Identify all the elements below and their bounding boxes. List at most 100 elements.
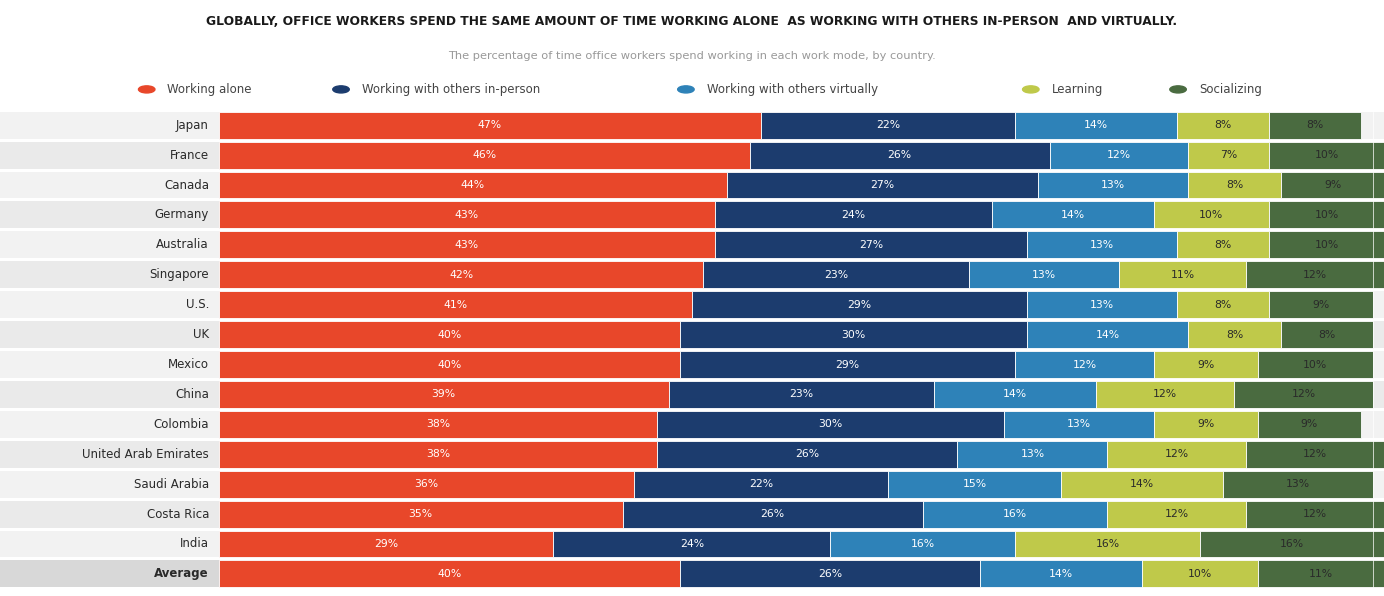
Text: 9%: 9% [1324,180,1341,190]
Bar [1189,321,1280,348]
Text: 43%: 43% [455,210,479,220]
Bar [681,351,1014,378]
Text: 10%: 10% [1187,569,1212,579]
Bar [681,560,980,587]
Bar [1269,291,1373,318]
Bar [219,411,657,438]
Text: 14%: 14% [1095,330,1120,340]
Bar [1200,530,1384,557]
Text: United Arab Emirates: United Arab Emirates [82,448,209,461]
Bar [0,381,1384,408]
Bar [703,261,969,288]
Text: 36%: 36% [414,479,439,489]
Circle shape [1023,86,1039,93]
Text: 16%: 16% [1095,539,1120,549]
Bar [1154,201,1269,228]
Text: GLOBALLY, OFFICE WORKERS SPEND THE SAME AMOUNT OF TIME WORKING ALONE  AS WORKING: GLOBALLY, OFFICE WORKERS SPEND THE SAME … [206,15,1178,28]
Bar [1142,560,1258,587]
Text: 13%: 13% [1067,420,1091,429]
Bar [969,261,1120,288]
Bar [0,172,1384,198]
Bar [1280,172,1384,198]
Text: 8%: 8% [1214,240,1232,250]
Text: Costa Rica: Costa Rica [147,508,209,520]
Text: 39%: 39% [432,389,455,399]
Text: 14%: 14% [1129,479,1154,489]
Bar [923,501,1107,527]
Bar [681,321,1027,348]
Text: U.S.: U.S. [185,298,209,311]
Text: 23%: 23% [789,389,814,399]
Bar [657,441,958,468]
Bar [934,381,1096,408]
Circle shape [1169,86,1186,93]
Text: 12%: 12% [1304,509,1327,519]
Text: 9%: 9% [1197,420,1214,429]
Bar [219,172,727,198]
Text: 7%: 7% [1221,150,1237,160]
Bar [0,411,1384,438]
Text: 40%: 40% [437,359,462,370]
Text: Mexico: Mexico [167,358,209,371]
Bar [1189,172,1280,198]
Text: 30%: 30% [841,330,865,340]
Bar [1246,261,1384,288]
Bar [1096,381,1235,408]
Bar [727,172,1038,198]
Bar [0,441,1384,468]
Text: 10%: 10% [1315,240,1338,250]
Text: 11%: 11% [1309,569,1333,579]
Bar [1062,471,1223,498]
Text: 10%: 10% [1199,210,1223,220]
Text: 16%: 16% [911,539,934,549]
Text: 23%: 23% [823,270,848,280]
Bar [219,112,761,139]
Text: 8%: 8% [1318,330,1336,340]
Text: 35%: 35% [408,509,433,519]
Bar [1014,351,1154,378]
Text: 12%: 12% [1107,150,1131,160]
Text: 24%: 24% [680,539,704,549]
Text: Australia: Australia [156,238,209,252]
Text: China: China [176,388,209,401]
Bar [0,291,1384,318]
Text: 38%: 38% [426,449,450,460]
Bar [0,351,1384,378]
Text: 8%: 8% [1214,120,1232,130]
Text: 10%: 10% [1304,359,1327,370]
Bar [889,471,1062,498]
Text: 8%: 8% [1214,300,1232,310]
Text: 22%: 22% [876,120,900,130]
Bar [219,560,681,587]
Text: France: France [170,148,209,162]
Text: 41%: 41% [443,300,468,310]
Text: 22%: 22% [749,479,774,489]
Text: 9%: 9% [1197,359,1214,370]
Text: 10%: 10% [1315,150,1338,160]
Bar [0,261,1384,288]
Bar [761,112,1014,139]
Bar [716,201,992,228]
Bar [219,142,750,169]
Text: Japan: Japan [176,119,209,132]
Text: 30%: 30% [818,420,843,429]
Circle shape [138,86,155,93]
Bar [219,351,681,378]
Text: 10%: 10% [1315,210,1338,220]
Bar [692,291,1027,318]
Bar [1258,560,1384,587]
Text: 8%: 8% [1226,330,1243,340]
Text: 40%: 40% [437,330,462,340]
Text: 11%: 11% [1171,270,1194,280]
Text: Saudi Arabia: Saudi Arabia [134,477,209,491]
Text: 9%: 9% [1312,300,1330,310]
Text: 14%: 14% [1003,389,1027,399]
Bar [1269,201,1384,228]
Bar [219,501,623,527]
Text: 13%: 13% [1286,479,1311,489]
Bar [0,560,1384,587]
Bar [716,231,1027,258]
Bar [0,530,1384,557]
Text: 13%: 13% [1032,270,1056,280]
Bar [219,381,668,408]
